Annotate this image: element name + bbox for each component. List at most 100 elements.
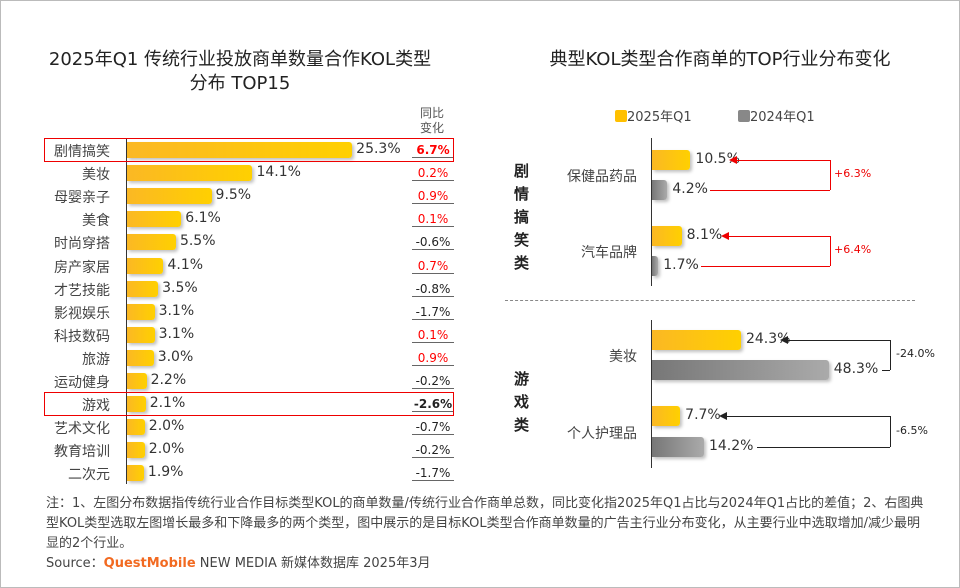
value-label: 2.0% [148, 441, 185, 458]
connector-line [701, 266, 830, 267]
value-label: 9.5% [215, 187, 252, 204]
category-label: 保健品药品 [567, 169, 637, 185]
source-prefix: Source： [46, 556, 104, 571]
legend-2025: 2025年Q1 [615, 106, 692, 125]
change-value: 0.9% [412, 351, 454, 366]
note-text: 注：1、左图分布数据指传统行业合作目标类型KOL的商单数量/传统行业合作商单总数… [46, 496, 924, 551]
value-label: 3.0% [157, 348, 194, 365]
value-label: 4.1% [167, 256, 204, 273]
change-value: 6.7% [412, 143, 454, 158]
bar-2024 [652, 180, 668, 200]
bar-2024 [652, 360, 829, 380]
diff-label: +6.4% [834, 243, 872, 256]
value-label: 2.2% [150, 372, 187, 388]
value-label: 2.1% [149, 395, 186, 412]
connector-line [710, 190, 830, 191]
value-label-2025: 24.3% [745, 331, 791, 347]
bar [127, 211, 182, 228]
right-axis-2 [651, 320, 652, 468]
change-value: 0.9% [412, 189, 454, 205]
category-label: 个人护理品 [567, 425, 637, 442]
category-label: 旅游 [82, 351, 110, 368]
connector-line [727, 416, 890, 417]
arrow-icon [720, 232, 729, 240]
connector-line [830, 160, 831, 190]
category-label: 二次元 [68, 467, 110, 484]
value-label: 6.1% [185, 210, 221, 227]
bar [127, 165, 253, 182]
value-label: 1.9% [147, 464, 184, 481]
legend-label: 2025年Q1 [627, 110, 692, 125]
category-label: 教育培训 [54, 444, 110, 461]
value-label-2024: 14.2% [708, 438, 754, 454]
change-value: -0.7% [412, 420, 454, 436]
legend-swatch-2025 [615, 110, 627, 122]
value-label-2024: 48.3% [833, 361, 879, 377]
bar-2025 [652, 150, 691, 170]
diff-label: +6.3% [834, 167, 872, 180]
highlight-box-1 [44, 138, 454, 162]
bar [127, 234, 176, 251]
change-value: 0.7% [412, 259, 454, 274]
change-value: 0.1% [412, 212, 454, 228]
connector-line [830, 236, 831, 266]
footnote: 注：1、左图分布数据指传统行业合作目标类型KOL的商单数量/传统行业合作商单总数… [46, 494, 926, 574]
source-brand: QuestMobile [103, 556, 196, 571]
arrow-icon [719, 412, 728, 420]
bar [127, 280, 159, 297]
diff-label: -6.5% [896, 423, 928, 437]
highlight-box-2 [44, 392, 454, 416]
bar [127, 465, 144, 482]
diff-label: -24.0% [896, 347, 935, 360]
category-label: 游戏 [82, 398, 110, 415]
bar [127, 373, 147, 389]
right-axis-1 [651, 138, 652, 286]
change-value: -2.6% [412, 397, 454, 413]
bar [127, 142, 353, 158]
change-value: -0.6% [412, 235, 454, 251]
value-label: 3.1% [158, 302, 195, 319]
connector-line [890, 340, 891, 370]
category-label: 影视娱乐 [54, 305, 110, 322]
value-label-2025: 10.5% [695, 151, 740, 167]
category-label: 剧情搞笑 [54, 144, 110, 160]
change-value: -1.7% [412, 305, 454, 320]
change-value: -0.2% [412, 443, 454, 459]
value-label-2024: 4.2% [672, 181, 708, 197]
change-value: -0.2% [412, 374, 454, 389]
group-label: 游戏类 [514, 370, 530, 434]
bar [127, 396, 146, 413]
bar [127, 326, 155, 343]
bar [127, 442, 145, 459]
category-label: 母婴亲子 [54, 190, 110, 207]
category-label: 运动健身 [54, 375, 110, 391]
right-chart-title: 典型KOL类型合作商单的TOP行业分布变化 [549, 49, 891, 70]
arrow-icon [779, 336, 788, 344]
change-value: 0.2% [412, 166, 454, 182]
connector-line [881, 370, 890, 371]
bar-2025 [652, 330, 741, 350]
value-label: 3.5% [162, 279, 198, 296]
value-label-2024: 1.7% [663, 257, 699, 273]
category-label: 艺术文化 [54, 421, 110, 438]
legend-swatch-2024 [738, 110, 750, 122]
bar-2024 [652, 256, 659, 276]
category-label: 房产家居 [54, 259, 110, 276]
category-label: 美妆 [82, 167, 110, 184]
bar [127, 419, 145, 436]
category-label: 时尚穿搭 [54, 236, 110, 253]
group-divider [505, 300, 915, 301]
arrow-icon [729, 156, 738, 164]
group-label: 剧情搞笑类 [514, 162, 530, 272]
bar [127, 188, 212, 205]
category-label: 美妆 [609, 349, 637, 365]
change-header: 同比变化 [419, 106, 444, 135]
change-value: 0.1% [412, 328, 454, 343]
connector-line [728, 236, 830, 237]
connector-line [787, 340, 890, 341]
change-value: -1.7% [412, 466, 454, 482]
value-label-2025: 8.1% [686, 227, 723, 243]
bar [127, 303, 155, 320]
connector-line [890, 416, 891, 447]
value-label: 3.1% [158, 325, 195, 342]
